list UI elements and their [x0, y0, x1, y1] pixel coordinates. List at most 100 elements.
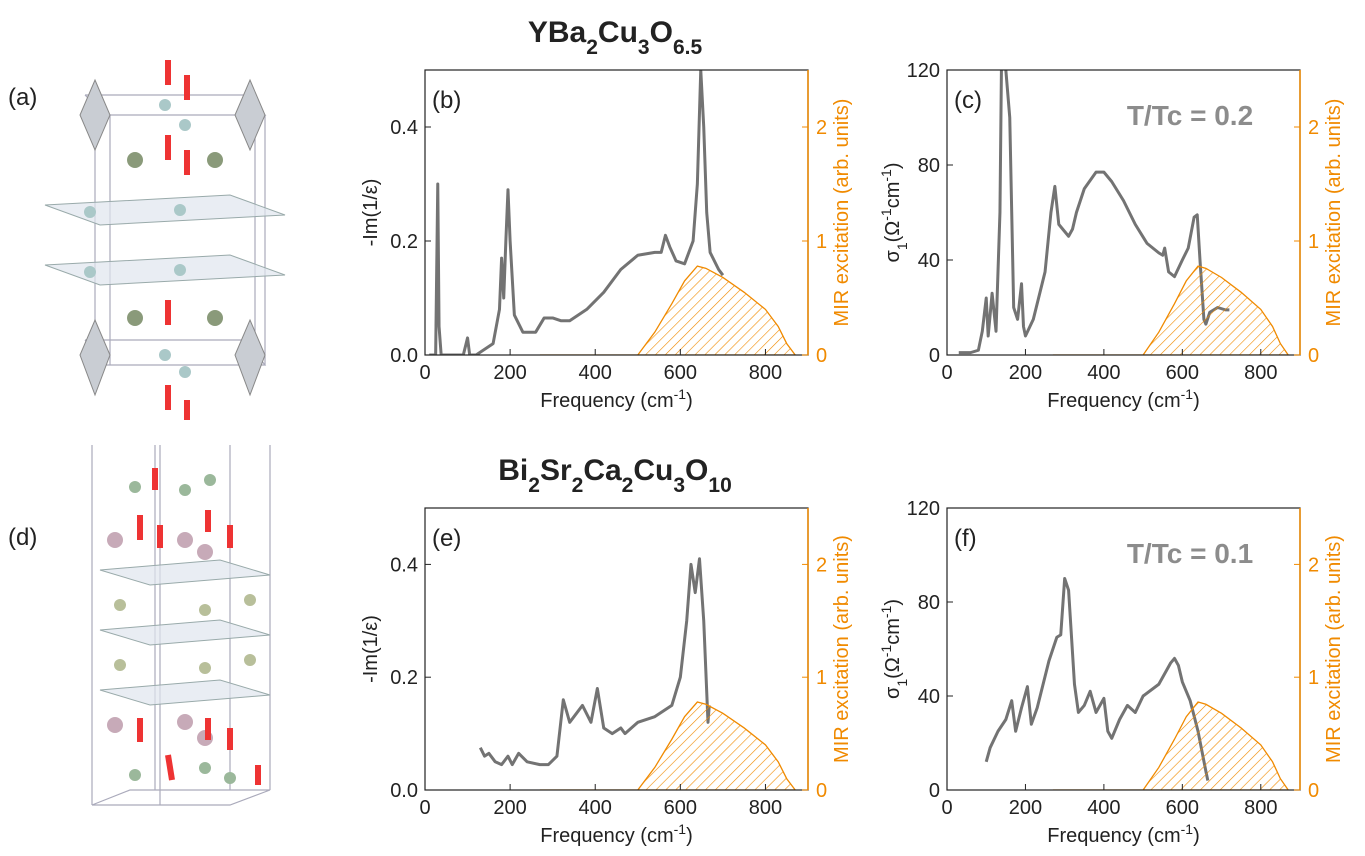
figure-title-part: Ca — [583, 454, 622, 487]
y-axis-label-part: 1 — [894, 679, 910, 687]
x-tick-label: 400 — [1087, 797, 1120, 819]
x-tick-label: 400 — [579, 362, 612, 384]
y-tick-label: 0.0 — [390, 780, 418, 802]
y2-axis-label: MIR excitation (arb. units) — [831, 99, 853, 327]
x-tick-label: 0 — [419, 797, 430, 819]
y2-tick-label: 0 — [816, 780, 827, 802]
y-axis-label-part: -1 — [878, 208, 894, 221]
annotation: T/Tc = 0.1 — [1127, 538, 1253, 569]
x-axis-label-part: Frequency (cm — [540, 825, 673, 847]
y2-tick-label: 0 — [816, 345, 827, 367]
y-axis-label-part: -1 — [878, 605, 894, 618]
y-tick-label: 0.0 — [390, 345, 418, 367]
y2-tick-label: 1 — [1308, 231, 1319, 253]
y2-tick-label: 1 — [816, 231, 827, 253]
x-axis-label-part: ) — [686, 390, 693, 412]
figure-title-part: 2 — [572, 474, 584, 497]
y2-tick-label: 1 — [816, 667, 827, 689]
y-axis-label: -Im(1/ε) — [360, 615, 382, 683]
y2-axis-label: MIR excitation (arb. units) — [1323, 99, 1345, 327]
y-axis-label-part: cm — [882, 182, 904, 209]
x-tick-label: 600 — [664, 362, 697, 384]
mir-area — [539, 701, 797, 790]
figure-title-part: Cu — [598, 16, 638, 49]
x-axis-label-part: Frequency (cm — [540, 390, 673, 412]
x-tick-label: 600 — [1166, 797, 1199, 819]
y-tick-label: 0 — [929, 780, 940, 802]
figure-title-part: 2 — [528, 474, 540, 497]
figure-title-part: Cu — [633, 454, 673, 487]
y-axis-label-part: σ — [882, 250, 904, 263]
y2-tick-label: 2 — [816, 554, 827, 576]
figure-title-part: YBa — [528, 16, 587, 49]
y-axis-label-part: (Ω — [882, 221, 904, 243]
panel-label: (e) — [432, 525, 461, 552]
y-axis-label-part: -Im(1/ε) — [360, 179, 382, 247]
y2-axis-label: MIR excitation (arb. units) — [831, 535, 853, 763]
figure-title-part: 3 — [673, 474, 685, 497]
y-tick-label: 40 — [918, 686, 940, 708]
figure-title-part: 6.5 — [673, 36, 703, 59]
y-axis-label-part: -1 — [878, 645, 894, 658]
y-tick-label: 0.4 — [390, 554, 418, 576]
structure-label: (a) — [8, 84, 37, 111]
x-tick-label: 800 — [749, 797, 782, 819]
mir-area — [1052, 701, 1290, 790]
structure-d-drawing — [91, 445, 271, 806]
x-axis-label: Frequency (cm-1) — [540, 821, 693, 847]
y-axis-label-part: σ — [882, 686, 904, 699]
x-tick-label: 200 — [1009, 362, 1042, 384]
y2-tick-label: 1 — [1308, 667, 1319, 689]
y2-tick-label: 0 — [1308, 345, 1319, 367]
y-axis-label-part: cm — [882, 618, 904, 645]
y2-axis-label: MIR excitation (arb. units) — [1323, 535, 1345, 763]
x-axis-label: Frequency (cm-1) — [540, 386, 693, 412]
annotation: T/Tc = 0.2 — [1127, 100, 1253, 131]
x-tick-label: 0 — [941, 797, 952, 819]
y-tick-label: 0 — [929, 345, 940, 367]
y-tick-label: 0.2 — [390, 231, 418, 253]
y-tick-label: 80 — [918, 592, 940, 614]
figure-title-part: 2 — [586, 36, 598, 59]
x-axis-label-part: -1 — [674, 386, 687, 402]
x-tick-label: 0 — [941, 362, 952, 384]
structure-label: (d) — [8, 524, 37, 551]
x-axis-label-part: -1 — [1181, 821, 1194, 837]
y2-tick-label: 0 — [1308, 780, 1319, 802]
x-axis-label-part: -1 — [1181, 386, 1194, 402]
x-tick-label: 200 — [1009, 797, 1042, 819]
x-tick-label: 200 — [493, 797, 526, 819]
y-tick-label: 120 — [907, 498, 940, 520]
y-tick-label: 40 — [918, 250, 940, 272]
y-axis-label: -Im(1/ε) — [360, 179, 382, 247]
figure-title-part: Sr — [540, 454, 572, 487]
y2-tick-label: 2 — [816, 117, 827, 139]
x-axis-label: Frequency (cm-1) — [1047, 821, 1200, 847]
figure-title: Bi2Sr2Ca2Cu3O10 — [498, 454, 732, 497]
y-axis-label-part: (Ω — [882, 657, 904, 679]
panel-label: (b) — [432, 87, 461, 114]
y-axis-label-part: ) — [882, 162, 904, 169]
x-axis-label-part: -1 — [674, 821, 687, 837]
y-axis-label: σ1(Ω-1cm-1) — [878, 599, 910, 699]
x-tick-label: 800 — [749, 362, 782, 384]
y-axis-label-part: ) — [882, 599, 904, 606]
panel-label: (c) — [954, 87, 982, 114]
spectrum-line — [958, 70, 1230, 355]
x-tick-label: 800 — [1244, 362, 1277, 384]
figure-title-part: 2 — [622, 474, 634, 497]
y-axis-label: σ1(Ω-1cm-1) — [878, 162, 910, 262]
y-axis-label-part: -1 — [878, 169, 894, 182]
figure-title-part: Bi — [498, 454, 528, 487]
spectrum-line — [429, 70, 725, 355]
x-tick-label: 200 — [493, 362, 526, 384]
figure-title: YBa2Cu3O6.5 — [528, 16, 703, 59]
x-tick-label: 600 — [664, 797, 697, 819]
spectrum-line — [984, 577, 1210, 781]
figure-title-part: O — [685, 454, 708, 487]
x-tick-label: 400 — [579, 797, 612, 819]
mir-area — [539, 265, 797, 355]
y-tick-label: 0.4 — [390, 117, 418, 139]
x-axis-label: Frequency (cm-1) — [1047, 386, 1200, 412]
